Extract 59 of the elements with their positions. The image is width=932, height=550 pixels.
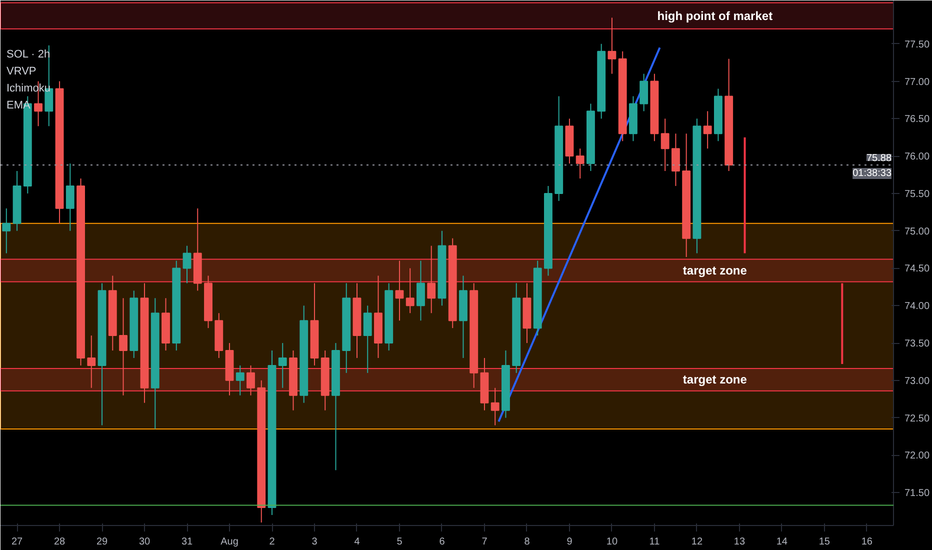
x-tick-label: 31 bbox=[181, 536, 194, 548]
y-tick-label: 74.00 bbox=[904, 301, 930, 312]
candlestick bbox=[182, 245, 192, 284]
y-tick-label: 73.50 bbox=[904, 338, 930, 350]
candlestick bbox=[608, 17, 616, 74]
y-tick-label: 72.00 bbox=[904, 450, 930, 462]
y-tick-label: 77.00 bbox=[904, 76, 930, 88]
band-label: high point of market bbox=[657, 8, 773, 23]
candlestick bbox=[576, 148, 584, 179]
candlestick bbox=[66, 163, 74, 232]
candlestick bbox=[363, 305, 372, 374]
candlestick bbox=[640, 73, 648, 112]
x-tick-label: 30 bbox=[138, 536, 151, 548]
y-tick-label: 75.50 bbox=[904, 188, 930, 200]
x-tick-label: 14 bbox=[776, 536, 788, 548]
annotation: VRVP bbox=[6, 66, 36, 78]
candlestick bbox=[703, 110, 712, 150]
candlestick bbox=[660, 118, 670, 172]
x-tick-label: 7 bbox=[482, 536, 488, 548]
candlestick bbox=[236, 364, 244, 396]
x-tick-label: 29 bbox=[96, 536, 108, 548]
x-tick-label: 3 bbox=[312, 536, 318, 548]
band-label: target zone bbox=[682, 372, 748, 387]
y-tick-label: 76.50 bbox=[904, 114, 930, 126]
y-tick-label: 73.00 bbox=[904, 376, 930, 387]
annotation: 01:38:33 bbox=[852, 168, 892, 180]
x-tick-label: 27 bbox=[11, 536, 24, 548]
y-tick-label: 75.00 bbox=[904, 226, 930, 238]
y-tick-label: 77.50 bbox=[904, 39, 930, 50]
candlestick bbox=[119, 298, 128, 396]
candlestick bbox=[278, 342, 287, 388]
band-label: target zone bbox=[682, 263, 748, 278]
candlestick bbox=[406, 268, 414, 314]
x-tick-label: 4 bbox=[354, 536, 360, 548]
y-tick-label: 74.50 bbox=[904, 264, 930, 275]
x-tick-label: 5 bbox=[396, 536, 403, 548]
x-tick-label: 2 bbox=[269, 536, 276, 548]
y-tick-label: 72.50 bbox=[904, 413, 930, 424]
x-tick-label: 8 bbox=[524, 536, 530, 548]
candlestick bbox=[427, 245, 436, 314]
candlestick bbox=[2, 208, 11, 254]
y-tick-label: 76.00 bbox=[904, 152, 930, 163]
x-tick-label: 11 bbox=[649, 536, 660, 548]
x-tick-label: 15 bbox=[818, 536, 830, 548]
candlestick bbox=[490, 387, 500, 426]
x-tick-label: 28 bbox=[54, 536, 66, 548]
x-tick-label: 13 bbox=[734, 536, 746, 548]
candlestick bbox=[671, 133, 680, 186]
candlestick bbox=[395, 260, 404, 322]
x-tick-label: 16 bbox=[861, 536, 873, 548]
x-tick-label: 6 bbox=[439, 536, 446, 548]
x-tick-label: Aug bbox=[220, 536, 238, 548]
candlestick bbox=[416, 260, 425, 322]
x-tick-label: 9 bbox=[566, 536, 573, 548]
x-tick-label: 10 bbox=[606, 536, 618, 548]
candlestick bbox=[87, 335, 96, 388]
candlestick bbox=[246, 364, 255, 396]
x-tick-label: 12 bbox=[691, 536, 703, 548]
y-tick-label: 71.50 bbox=[904, 488, 930, 500]
